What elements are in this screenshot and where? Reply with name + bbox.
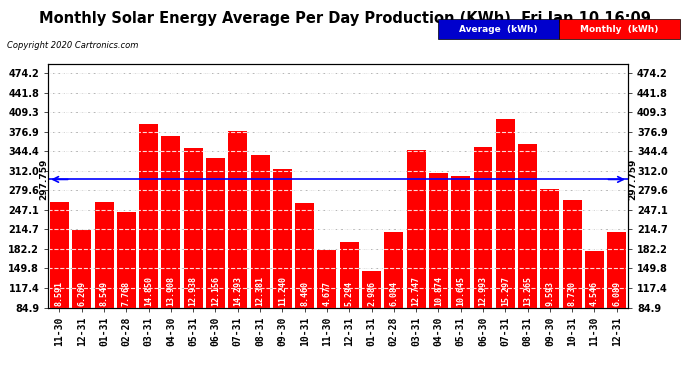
Text: 12.993: 12.993: [478, 276, 488, 306]
Bar: [429, 174, 448, 358]
Text: 12.156: 12.156: [211, 276, 220, 306]
Text: 11.240: 11.240: [278, 276, 287, 306]
Bar: [585, 252, 604, 358]
Text: 12.938: 12.938: [188, 276, 198, 306]
Bar: [161, 136, 180, 358]
Bar: [184, 148, 203, 358]
Text: 12.747: 12.747: [412, 276, 421, 306]
Text: Monthly Solar Energy Average Per Day Production (KWh)  Fri Jan 10 16:09: Monthly Solar Energy Average Per Day Pro…: [39, 11, 651, 26]
Bar: [139, 124, 158, 358]
Bar: [563, 200, 582, 358]
Text: 6.269: 6.269: [77, 281, 86, 306]
Bar: [496, 119, 515, 358]
Bar: [384, 232, 404, 358]
Text: Copyright 2020 Cartronics.com: Copyright 2020 Cartronics.com: [7, 41, 138, 50]
Bar: [607, 232, 627, 358]
Bar: [117, 212, 136, 358]
Text: 10.645: 10.645: [456, 276, 465, 306]
Bar: [518, 144, 537, 358]
Text: 4.546: 4.546: [590, 281, 599, 306]
Text: 8.591: 8.591: [55, 281, 64, 306]
Text: 13.908: 13.908: [166, 276, 175, 306]
Text: 297.759: 297.759: [39, 159, 48, 200]
Text: 13.265: 13.265: [523, 276, 532, 306]
Text: 4.677: 4.677: [322, 281, 331, 306]
Bar: [95, 202, 114, 358]
Bar: [250, 155, 270, 358]
Text: 10.874: 10.874: [434, 276, 443, 306]
Text: Average  (kWh): Average (kWh): [460, 25, 538, 34]
Bar: [228, 131, 247, 358]
Text: 8.460: 8.460: [300, 281, 309, 306]
Bar: [339, 242, 359, 358]
Text: 9.593: 9.593: [545, 281, 554, 306]
Text: 8.549: 8.549: [99, 281, 108, 306]
Text: 8.730: 8.730: [568, 281, 577, 306]
Bar: [206, 158, 225, 358]
Bar: [50, 202, 69, 358]
Text: 15.297: 15.297: [501, 276, 510, 306]
Text: 6.084: 6.084: [389, 281, 398, 306]
Text: 5.294: 5.294: [345, 281, 354, 306]
Bar: [451, 176, 470, 358]
Text: 297.759: 297.759: [628, 159, 637, 200]
Text: 7.768: 7.768: [122, 281, 131, 306]
Bar: [295, 203, 314, 358]
Text: 6.089: 6.089: [612, 281, 621, 306]
Text: 14.293: 14.293: [233, 276, 242, 306]
Text: 14.850: 14.850: [144, 276, 153, 306]
Bar: [273, 169, 292, 358]
Text: Monthly  (kWh): Monthly (kWh): [580, 25, 658, 34]
Text: 12.381: 12.381: [255, 276, 264, 306]
Text: 2.986: 2.986: [367, 281, 376, 306]
Bar: [317, 250, 337, 358]
Bar: [362, 271, 381, 358]
Bar: [473, 147, 493, 358]
Bar: [72, 230, 91, 358]
Bar: [406, 150, 426, 358]
Bar: [540, 189, 560, 358]
